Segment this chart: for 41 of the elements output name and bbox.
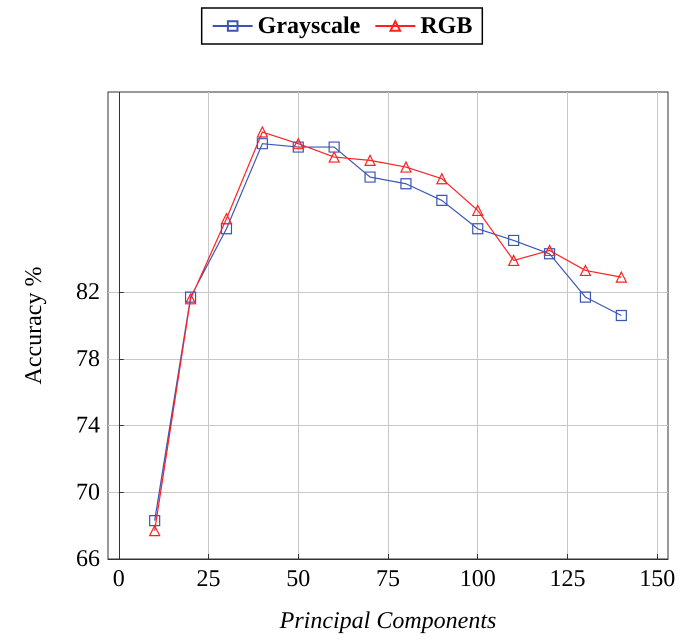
point — [436, 173, 448, 184]
x-tick-label: 75 — [376, 566, 400, 592]
point — [616, 272, 627, 283]
point — [364, 154, 376, 166]
point — [472, 223, 484, 234]
y-tick-label: 78 — [76, 346, 100, 372]
point — [292, 138, 304, 150]
point — [328, 141, 340, 153]
x-axis-title: Principal Components — [278, 608, 496, 634]
x-tick-label: 100 — [460, 566, 496, 592]
point — [472, 204, 484, 216]
point — [508, 234, 520, 246]
point — [400, 161, 412, 173]
x-tick-label: 0 — [112, 566, 125, 592]
x-tick-label: 125 — [549, 566, 586, 592]
point — [149, 525, 160, 536]
y-axis-title: Accuracy % — [21, 266, 47, 384]
point — [616, 310, 627, 322]
x-tick-label: 150 — [639, 566, 676, 592]
point — [580, 292, 592, 303]
point — [149, 515, 160, 526]
legend-label: RGB — [420, 13, 472, 39]
point — [508, 254, 520, 266]
point — [328, 151, 340, 163]
x-tick-label: 50 — [286, 566, 310, 592]
point — [256, 126, 268, 138]
point — [256, 138, 268, 150]
legend-label: Grayscale — [258, 13, 361, 39]
point — [292, 141, 304, 153]
point — [580, 264, 592, 276]
y-tick-label: 70 — [76, 479, 100, 506]
x-tick-label: 25 — [196, 566, 221, 592]
point — [400, 178, 412, 190]
y-tick-label: 74 — [76, 412, 100, 439]
y-tick-label: 66 — [76, 546, 100, 572]
y-tick-label: 82 — [76, 279, 100, 306]
point — [436, 194, 448, 206]
point — [364, 171, 376, 183]
point — [544, 244, 556, 256]
point — [544, 248, 556, 260]
point — [220, 213, 232, 224]
